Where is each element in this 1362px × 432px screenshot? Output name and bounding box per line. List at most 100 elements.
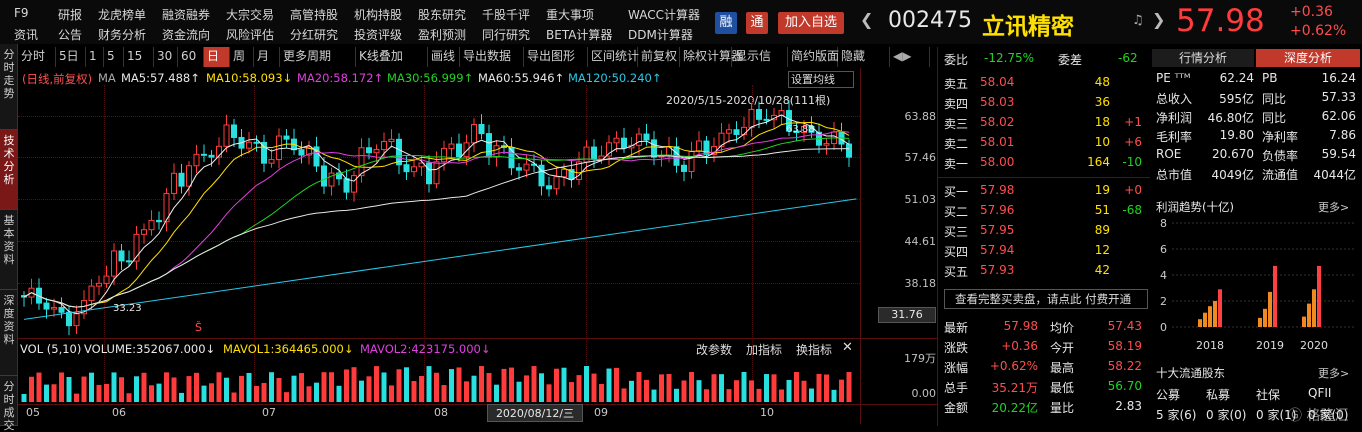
volume-bar — [824, 374, 829, 402]
rong-badge[interactable]: 融 — [715, 12, 737, 34]
candle — [223, 114, 230, 153]
toolbar-5[interactable]: 30 — [154, 47, 178, 67]
toolbar-4[interactable]: 15 — [124, 47, 154, 67]
menu-item[interactable]: F9 — [14, 6, 29, 20]
more-link[interactable]: 更多> — [1318, 201, 1350, 214]
volume-bar — [801, 380, 807, 402]
toolbar-18[interactable]: 显示信 — [732, 47, 788, 67]
toolbar-8[interactable]: 周 — [230, 47, 254, 67]
menu-item[interactable]: 公告 — [58, 28, 83, 42]
toolbar-2[interactable]: 1 — [86, 47, 104, 67]
sell-volume: 36 — [1094, 95, 1110, 109]
menu-item[interactable]: WACC计算器 — [628, 8, 700, 22]
close-icon[interactable]: ✕ — [842, 340, 853, 355]
add-watchlist-button[interactable]: 加入自选 — [778, 12, 844, 34]
toolbar-arrows[interactable]: ◀▶ — [890, 47, 930, 67]
menu-item[interactable]: 资讯 — [14, 28, 39, 42]
tab-deep-analysis[interactable]: 深度分析 — [1256, 49, 1360, 67]
set-ma-button[interactable]: 设置均线 — [788, 71, 854, 88]
candle — [373, 144, 380, 163]
menu-item[interactable]: 同行研究 — [482, 28, 531, 42]
volume-bar — [509, 367, 514, 402]
add-indicator-button[interactable]: 加指标 — [746, 343, 783, 357]
volume-bar — [816, 373, 822, 402]
toolbar-15[interactable]: 区间统计 — [588, 47, 639, 67]
next-stock-icon[interactable]: ❯ — [1152, 10, 1166, 29]
toolbar-0[interactable]: 分时 — [18, 47, 56, 67]
toolbar-10[interactable]: 更多周期 — [280, 47, 356, 67]
candle — [58, 297, 65, 319]
toolbar-1[interactable]: 5日 — [56, 47, 86, 67]
menu-item[interactable]: BETA计算器 — [546, 28, 613, 42]
sell-price: 58.02 — [980, 115, 1015, 129]
change-param-button[interactable]: 改参数 — [696, 343, 733, 357]
candle — [103, 265, 110, 288]
menu-item[interactable]: 分红研究 — [290, 28, 339, 42]
prev-stock-icon[interactable]: ❮ — [860, 10, 874, 29]
menu-item[interactable]: 风险评估 — [226, 28, 275, 42]
holders-more-link[interactable]: 更多> — [1318, 367, 1350, 380]
profit-bar — [1307, 303, 1311, 327]
menu-item[interactable]: 龙虎榜单 — [98, 8, 147, 22]
toolbar-3[interactable]: 5 — [104, 47, 124, 67]
tong-badge[interactable]: 通 — [746, 12, 768, 34]
candle — [516, 163, 522, 180]
toolbar-12[interactable]: 画线 — [428, 47, 460, 67]
menu-item[interactable]: 盈利预测 — [418, 28, 467, 42]
candle — [291, 128, 297, 155]
switch-indicator-button[interactable]: 换指标 — [796, 343, 833, 357]
toolbar-11[interactable]: K线叠加 — [356, 47, 428, 67]
profit-y-tick: 6 — [1160, 243, 1167, 256]
menu-item[interactable]: 重大事项 — [546, 8, 595, 22]
sidebar-tab[interactable]: 深度资料 — [0, 290, 18, 376]
toolbar-20[interactable]: 隐藏 — [838, 47, 890, 67]
order-book: 委比 -12.75% 委差 -62 卖五 58.04 48 卖四 58.03 36 卖三 58.02 1… — [938, 47, 1150, 426]
volume-bar — [299, 373, 304, 402]
menu-item[interactable]: 投资评级 — [354, 28, 403, 42]
volume-bar — [696, 380, 702, 402]
profit-bar — [1203, 312, 1207, 327]
toolbar-6[interactable]: 60 — [178, 47, 204, 67]
sidebar-tab[interactable]: 基本资料 — [0, 210, 18, 290]
menu-item[interactable]: 高管持股 — [290, 8, 339, 22]
volume-bar — [329, 372, 334, 402]
toolbar-13[interactable]: 导出数据 — [460, 47, 524, 67]
view-full-orderbook-button[interactable]: 查看完整买卖盘，请点此 付费开通 — [944, 289, 1148, 309]
menu-item[interactable]: 研报 — [58, 8, 83, 22]
toolbar-14[interactable]: 导出图形 — [524, 47, 588, 67]
volume-bar — [186, 376, 192, 402]
stat-value: 2.83 — [1115, 399, 1142, 413]
stat-value: 35.21万 — [991, 381, 1038, 395]
toolbar-17[interactable]: 除权计算器 — [680, 47, 743, 67]
toolbar-16[interactable]: 前复权 — [638, 47, 680, 67]
volume-bar — [389, 385, 394, 402]
menu-item[interactable]: 大宗交易 — [226, 8, 275, 22]
candle — [448, 136, 455, 158]
bell-icon[interactable]: ♫ — [1132, 13, 1144, 28]
volume-bar — [531, 366, 537, 402]
sidebar-tab[interactable]: 分时成交 — [0, 376, 18, 432]
candlestick-chart[interactable] — [18, 85, 860, 338]
profit-bar — [1317, 265, 1321, 327]
sidebar-tab[interactable]: 技术分析 — [0, 130, 18, 210]
volume-bar — [539, 373, 544, 402]
menu-item[interactable]: DDM计算器 — [628, 28, 693, 42]
toolbar-9[interactable]: 月 — [254, 47, 280, 67]
menu-item[interactable]: 千股千评 — [482, 8, 531, 22]
volume-bar — [336, 385, 342, 402]
profit-bar — [1302, 316, 1306, 327]
volume-bar — [141, 372, 147, 402]
menu-item[interactable]: 融资融券 — [162, 8, 211, 22]
toolbar-7[interactable]: 日 — [204, 47, 230, 67]
menu-item[interactable]: 股东研究 — [418, 8, 467, 22]
volume-bar — [486, 373, 492, 402]
menu-item[interactable]: 资金流向 — [162, 28, 211, 42]
dividend-icon[interactable]: Š — [195, 321, 202, 334]
candle — [328, 167, 335, 196]
menu-item[interactable]: 机构持股 — [354, 8, 403, 22]
sidebar-tab[interactable]: 分时走势 — [0, 44, 18, 130]
toolbar-19[interactable]: 简约版面 — [788, 47, 839, 67]
volume-chart[interactable] — [18, 358, 860, 402]
tab-market-analysis[interactable]: 行情分析 — [1152, 49, 1254, 67]
menu-item[interactable]: 财务分析 — [98, 28, 147, 42]
